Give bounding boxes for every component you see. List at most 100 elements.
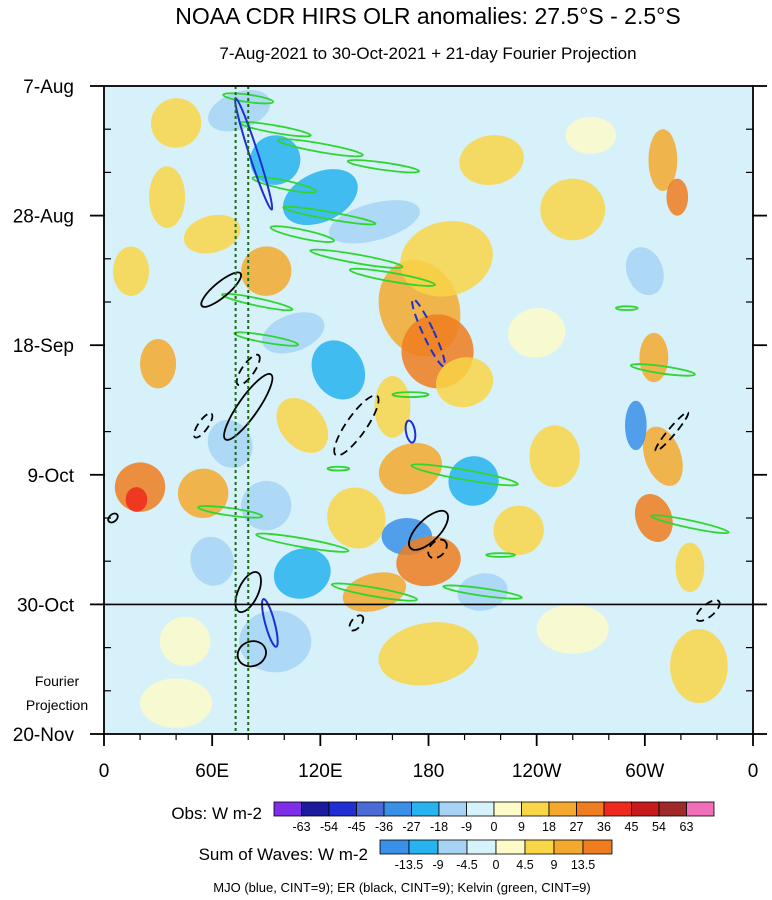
waves-color-swatch-5 [495,839,526,855]
kelvin-contour-5 [251,175,317,194]
obs-color-swatch-5 [383,801,412,817]
anomaly-blob-10 [311,340,366,400]
obs-legend-title: Obs: W m-2 [171,804,262,823]
er-contour-9 [236,640,267,668]
er-contour-10 [348,614,365,632]
obs-color-swatch-8 [466,801,495,817]
waves-colorbar: -13.5 -9 -4.5 0 4.5 9 13.5 [379,839,613,872]
obs-color-swatch-2 [301,801,330,817]
waves-legend-title: Sum of Waves: W m-2 [199,845,368,864]
waves-color-swatch-3 [437,839,468,855]
anomaly-blob-13 [400,221,493,297]
anomaly-blob-36 [140,678,213,728]
obs-color-swatch-9 [493,801,522,817]
anomaly-blob-47 [529,425,580,488]
er-contour-7 [427,538,448,560]
x-tick-label-6: 60W [625,761,664,782]
mjo-contour-4 [261,598,279,648]
anomaly-blob-20 [125,487,148,512]
y-tick-label-5: 30-Oct [17,595,75,616]
plot-area [90,85,767,746]
obs-level-label-15: 63 [680,820,694,834]
obs-level-label-4: -36 [375,820,393,834]
obs-level-label-2: -54 [320,820,338,834]
anomaly-blob-51 [159,616,211,667]
anomaly-blob-18 [140,339,177,389]
kelvin-contour-9 [221,292,294,312]
x-axis-labels: 0 60E 120E 180 120W 60W 0 [99,761,759,782]
obs-level-label-3: -45 [347,820,365,834]
x-tick-label-5: 120W [512,761,562,782]
y-tick-label-4: 9-Oct [28,466,75,487]
obs-level-label-9: 9 [518,820,525,834]
obs-color-swatch-7 [438,801,467,817]
obs-color-swatch-6 [411,801,440,817]
waves-color-swatch-6 [524,839,555,855]
y-tick-label-1: 7-Aug [23,77,74,98]
obs-level-label-14: 54 [652,820,666,834]
er-contour-5 [193,412,214,439]
anomaly-blob-38 [666,178,689,216]
kelvin-contour-19 [326,465,351,472]
anomaly-blob-3 [250,135,301,185]
axis-ticks [90,85,767,746]
kelvin-contour-6 [282,205,377,226]
waves-level-label-5: 4.5 [516,858,533,872]
obs-color-swatch-4 [356,801,385,817]
er-contour-13 [107,512,119,524]
anomaly-blob-31 [342,572,407,612]
obs-color-swatch-11 [548,801,577,817]
waves-level-label-2: -9 [432,858,443,872]
er-contour-11 [654,411,690,452]
kelvin-contour-3 [276,138,364,158]
y-axis-labels: 7-Aug 28-Aug 18-Sep 9-Oct 30-Oct 20-Nov [13,77,75,746]
x-tick-label-3: 120E [298,761,342,782]
kelvin-contour-15 [255,532,350,553]
anomaly-blob-7 [241,246,292,296]
er-contour-3 [333,394,380,457]
waves-level-label-7: 13.5 [571,858,595,872]
anomaly-blob-48 [459,135,524,186]
obs-level-label-13: 45 [625,820,639,834]
anomaly-blob-6 [183,214,241,254]
er-contour-2 [223,373,274,441]
anomaly-blob-15 [435,357,494,408]
waves-color-swatch-4 [466,839,497,855]
footnote: MJO (blue, CINT=9); ER (black, CINT=9); … [213,880,590,895]
er-contour-1 [200,271,242,308]
x-tick-label-7: 0 [748,761,759,782]
waves-level-label-4: 0 [493,858,500,872]
anomaly-blob-49 [565,116,616,154]
waves-level-label-6: 9 [551,858,558,872]
anomaly-blob-44 [625,400,647,451]
waves-level-label-3: -4.5 [456,858,478,872]
obs-color-swatch-14 [631,801,660,817]
anomaly-blob-45 [540,178,606,241]
waves-color-swatch-2 [408,839,439,855]
projection-label-line1: Fourier [35,673,80,689]
anomaly-blob-16 [276,398,329,453]
anomaly-blob-40 [639,332,669,383]
anomaly-blob-4 [282,169,358,226]
er-contour-8 [234,571,262,614]
chart-title: NOAA CDR HIRS OLR anomalies: 27.5°S - 2.… [175,3,680,29]
kelvin-contour-21 [391,391,430,398]
kelvin-contour-4 [346,159,421,174]
projection-label-line2: Projection [26,697,88,713]
obs-color-swatch-15 [658,801,687,817]
waves-color-swatch-7 [553,839,584,855]
obs-color-swatch-16 [686,801,715,817]
obs-level-label-5: -27 [402,820,420,834]
er-contour-12 [695,599,721,622]
anomaly-blob-35 [670,629,728,704]
kelvin-contour-12 [629,363,696,377]
anomaly-blob-8 [149,166,186,228]
anomaly-blob-28 [493,505,544,556]
obs-color-swatch-10 [521,801,550,817]
waves-color-swatch-8 [582,839,613,855]
kelvin-contour-20 [615,305,639,311]
kelvin-contour-22 [485,552,516,558]
kelvin-contour-8 [309,248,404,269]
anomaly-blob-30 [273,548,331,599]
er-contour-4 [235,353,261,386]
